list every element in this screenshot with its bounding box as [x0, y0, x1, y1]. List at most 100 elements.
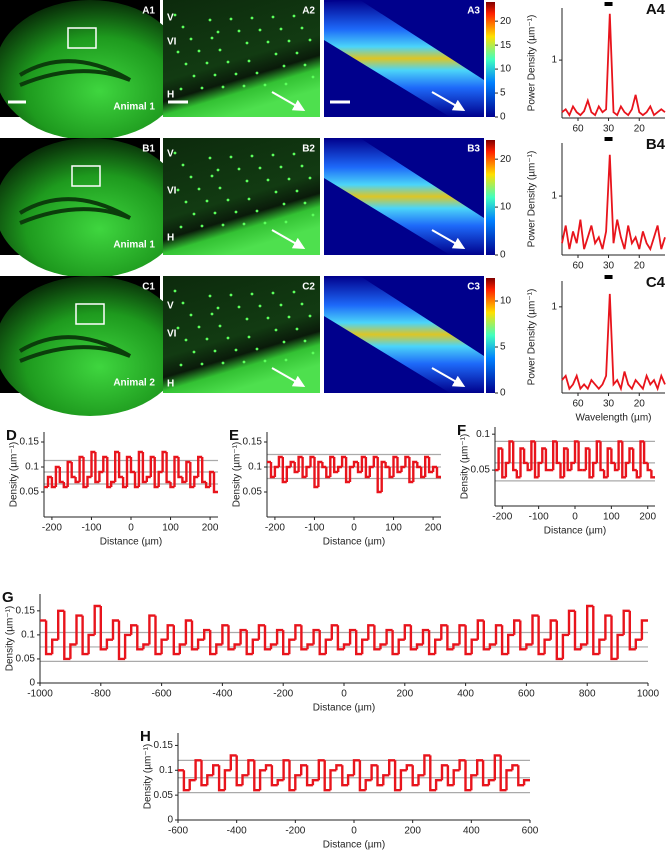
x-axis-label: Distance (µm) — [544, 526, 606, 537]
density-bin — [505, 769, 513, 791]
density-bin — [342, 643, 351, 650]
arrow — [271, 229, 306, 249]
density-bin — [294, 624, 302, 640]
cell — [221, 223, 225, 227]
density-bin — [251, 638, 259, 655]
density-bin — [288, 638, 296, 655]
cell — [284, 358, 288, 362]
density-bin — [300, 764, 308, 776]
density-bin — [348, 465, 354, 482]
density-bin — [519, 620, 527, 651]
density-bin — [305, 465, 311, 477]
density-bin — [197, 455, 203, 477]
density-bin — [235, 755, 243, 787]
cell — [173, 289, 177, 293]
spectrum-line — [561, 293, 666, 392]
density-bin — [337, 465, 343, 472]
density-bin — [616, 633, 624, 659]
density-bin — [81, 615, 89, 656]
density-bin — [376, 457, 382, 494]
x-tick-label: 30 — [603, 261, 615, 272]
colorbar — [486, 278, 495, 393]
cell — [229, 17, 233, 21]
density-bin — [517, 765, 525, 787]
colorbar-tick-label: 0 — [500, 112, 506, 123]
spectrum-line — [561, 13, 666, 118]
density-bin — [129, 457, 135, 474]
density-bin — [464, 760, 472, 792]
density-bin — [160, 638, 168, 655]
density-bin — [99, 606, 107, 651]
density-bin — [598, 638, 606, 655]
cell — [311, 351, 315, 355]
period-marker — [604, 2, 613, 6]
y-tick-label: 0.05 — [20, 487, 40, 498]
density-bin — [50, 477, 56, 489]
density-bin — [476, 619, 484, 640]
x-tick-label: 800 — [579, 689, 596, 700]
density-bin — [500, 625, 509, 656]
layer-label: H — [167, 379, 174, 390]
cell — [308, 38, 312, 42]
x-tick-label: -400 — [227, 826, 247, 837]
cell — [279, 303, 283, 307]
density-bin — [221, 624, 229, 645]
arrow — [431, 367, 466, 387]
cell — [274, 328, 278, 332]
density-bin — [586, 604, 594, 645]
cell — [234, 72, 238, 76]
x-tick-label: 1000 — [637, 689, 660, 700]
density-bin — [62, 482, 68, 489]
density-bin — [282, 630, 290, 656]
density-bin — [264, 764, 272, 771]
density-bin — [145, 475, 151, 482]
cortex-image — [163, 138, 320, 255]
density-bin — [573, 610, 582, 651]
y-tick-label: 0.05 — [243, 487, 263, 498]
density-bin — [391, 630, 399, 656]
animal-label: Animal 2 — [113, 378, 155, 389]
x-tick-label: 60 — [572, 261, 584, 272]
cell — [192, 74, 196, 78]
animal-label: Animal 1 — [113, 102, 155, 113]
x-tick-label: 20 — [634, 261, 646, 272]
cell — [197, 187, 201, 191]
density-bin — [312, 628, 320, 645]
x-tick-label: -200 — [265, 523, 285, 534]
cell — [237, 29, 241, 33]
density-bin — [628, 610, 636, 651]
cell — [226, 198, 230, 202]
panel-label: C4 — [646, 274, 666, 291]
x-tick-label: 20 — [634, 399, 646, 410]
density-bin — [78, 455, 84, 482]
y-tick-label: 1 — [551, 191, 557, 202]
density-bin — [434, 779, 442, 791]
cell — [234, 348, 238, 352]
density-bin — [309, 455, 315, 467]
density-bin — [427, 630, 436, 656]
cell — [263, 83, 267, 87]
density-bin — [317, 460, 323, 487]
layer-label: VI — [167, 329, 177, 340]
cell — [192, 350, 196, 354]
density-bin — [348, 628, 357, 645]
roi-box — [67, 27, 97, 49]
cell — [245, 179, 249, 183]
density-bin — [212, 472, 218, 494]
cell — [181, 25, 185, 29]
density-bin — [169, 482, 175, 489]
density-bin — [595, 440, 601, 463]
x-tick-label: -100 — [304, 523, 324, 534]
colorbar-tick-label: 0 — [500, 250, 506, 261]
density-bin — [57, 609, 65, 640]
cell — [303, 201, 307, 205]
density-bin — [635, 470, 641, 479]
density-bin — [364, 779, 372, 791]
density-bin — [368, 465, 374, 477]
density-bin — [650, 470, 655, 479]
density-bin — [273, 465, 279, 477]
cell — [200, 86, 204, 90]
cell — [274, 52, 278, 56]
density-bin — [177, 457, 183, 479]
density-bin — [324, 638, 332, 655]
